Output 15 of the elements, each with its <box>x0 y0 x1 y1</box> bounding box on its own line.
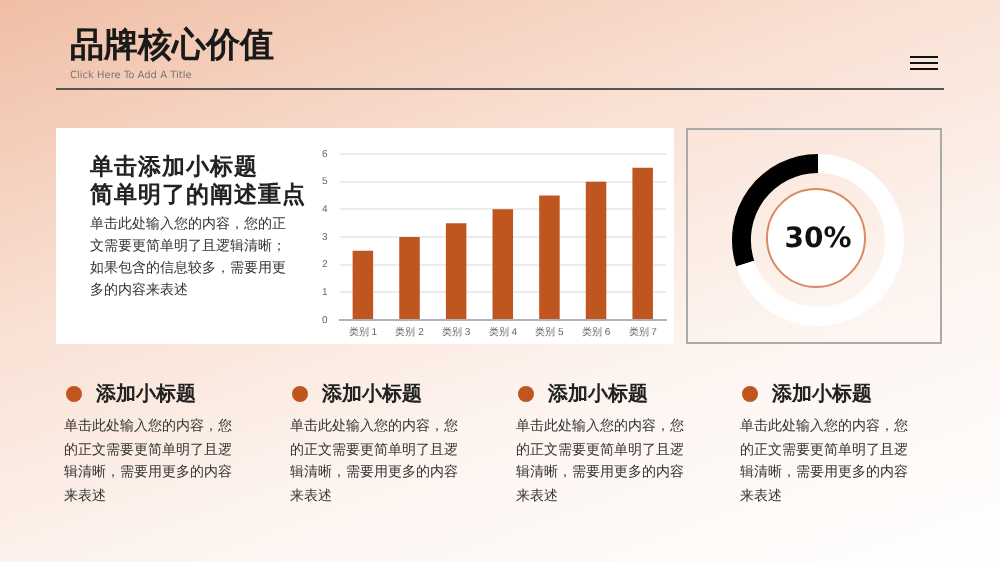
data-label: 30% <box>784 223 852 256</box>
bar <box>399 237 420 319</box>
text: 品牌核心价值 <box>70 24 274 68</box>
bar <box>492 209 514 319</box>
text: 单击添加小标题 <box>90 152 258 182</box>
bar <box>352 250 374 319</box>
text: 简单明了的阐述重点 <box>90 180 306 210</box>
text: 添加小标题 <box>772 381 872 408</box>
bar <box>585 181 607 319</box>
text: 添加小标题 <box>322 381 422 408</box>
bar <box>632 167 653 319</box>
bar <box>445 223 467 319</box>
bar <box>539 195 560 319</box>
text: 添加小标题 <box>96 381 196 408</box>
text: 添加小标题 <box>548 381 648 408</box>
